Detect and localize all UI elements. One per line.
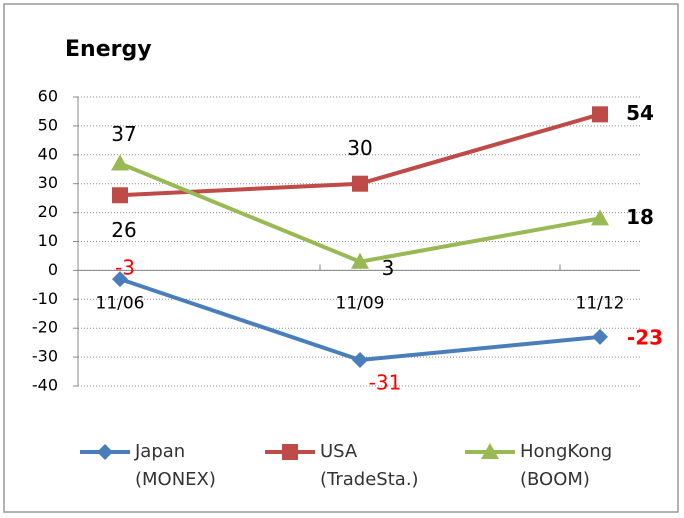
data-label: -23 <box>627 325 663 349</box>
marker <box>591 209 609 226</box>
x-tick-label: 11/09 <box>336 293 385 313</box>
marker <box>112 271 128 288</box>
data-label: 3 <box>382 256 395 280</box>
chart-border <box>3 3 679 513</box>
legend-label: USA (TradeSta.) <box>320 441 419 490</box>
chart-title: Energy <box>65 37 152 62</box>
marker <box>282 444 298 460</box>
x-tick-label: 11/06 <box>96 293 145 313</box>
data-label: 26 <box>111 218 136 242</box>
data-label: 30 <box>347 136 372 160</box>
y-tick-label: 40 <box>38 144 58 163</box>
y-tick-label: 10 <box>38 231 58 250</box>
y-tick-label: -20 <box>32 318 58 337</box>
marker <box>592 328 608 345</box>
marker <box>352 351 368 368</box>
y-tick-label: 0 <box>48 260 58 279</box>
data-label: 37 <box>111 122 136 146</box>
y-tick-label: 20 <box>38 202 58 221</box>
y-tick-label: 30 <box>38 173 58 192</box>
data-label: -31 <box>369 370 402 394</box>
y-tick-label: 60 <box>38 87 58 106</box>
marker <box>111 154 129 171</box>
marker <box>112 187 128 204</box>
y-tick-label: -40 <box>32 376 58 395</box>
marker <box>592 106 608 123</box>
y-tick-label: -30 <box>32 347 58 366</box>
marker <box>97 444 113 460</box>
y-tick-label: 50 <box>38 115 58 134</box>
marker <box>352 175 368 192</box>
data-label: 54 <box>626 101 654 125</box>
y-tick-label: -10 <box>32 289 58 308</box>
legend-label: HongKong (BOOM) <box>520 441 613 490</box>
marker <box>351 252 369 269</box>
data-label: 18 <box>626 205 654 229</box>
marker <box>481 443 499 459</box>
legend-label: Japan (MONEX) <box>135 441 216 490</box>
data-label: -3 <box>115 256 135 280</box>
x-tick-label: 11/12 <box>576 293 625 313</box>
